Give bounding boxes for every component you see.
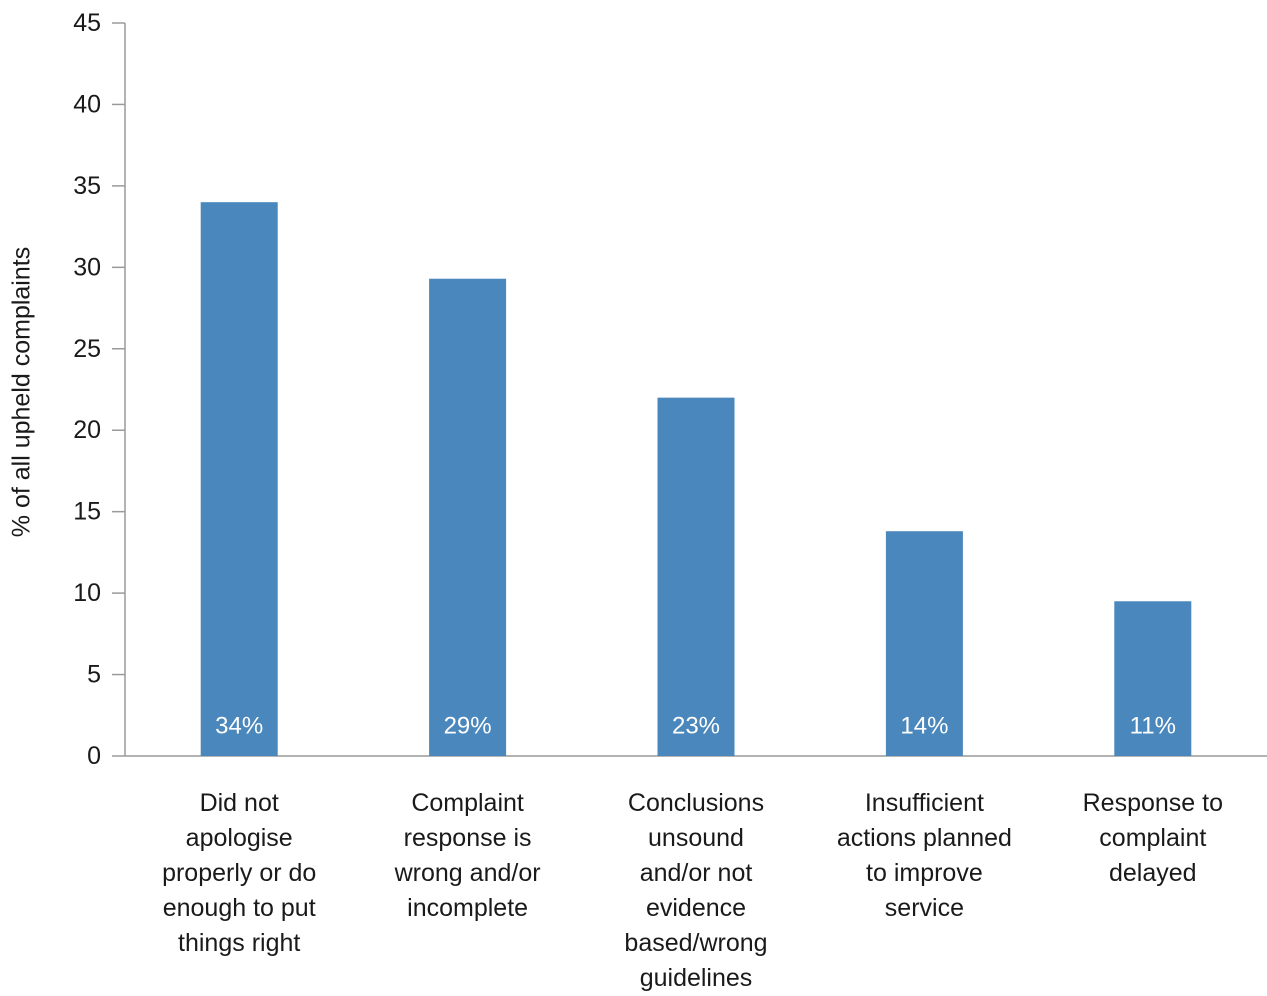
y-tick-label: 35	[73, 172, 101, 200]
x-category-label-line: and/or not	[639, 859, 753, 887]
bar	[885, 531, 963, 756]
bar	[429, 278, 507, 756]
x-category-label-line: service	[884, 894, 964, 922]
x-category-label-line: delayed	[1109, 859, 1197, 887]
x-category-label-line: Conclusions	[627, 789, 765, 817]
x-category-label: Complaint response is wrong and/or incomple…	[368, 786, 568, 926]
y-tick-label: 25	[73, 335, 101, 363]
x-category-label-line: complaint	[1099, 824, 1207, 852]
x-category-label-line: response is	[403, 824, 532, 852]
x-category-label-line: Complaint	[411, 789, 524, 817]
y-tick-label: 15	[73, 498, 101, 526]
x-category-label-line: based/wrong	[624, 929, 768, 957]
x-category-label-line: incomplete	[407, 894, 529, 922]
x-category-label: Response to complaint delayed	[1053, 786, 1253, 891]
x-category-label-line: apologise	[185, 824, 293, 852]
y-tick-label: 10	[73, 579, 101, 607]
x-category-label-line: properly or do	[162, 859, 317, 887]
x-category-label: Conclusions unsound and/or not evidence base…	[596, 786, 796, 996]
x-category-label-line: evidence	[645, 894, 747, 922]
x-category-label-line: actions planned	[836, 824, 1012, 852]
y-tick-label: 45	[73, 9, 101, 37]
y-tick-label: 30	[73, 253, 101, 281]
y-tick-label: 5	[87, 661, 101, 689]
y-tick-label: 0	[87, 742, 101, 770]
x-category-label-line: to improve	[866, 859, 983, 887]
y-tick-label: 40	[73, 90, 101, 118]
bar	[657, 397, 735, 756]
x-category-label-line: Response to	[1082, 789, 1223, 817]
x-category-label: Insufficient actions planned to improve ser…	[824, 786, 1024, 926]
x-category-label-line: enough to put	[162, 894, 316, 922]
x-category-label-line: unsound	[648, 824, 744, 852]
y-tick-label: 20	[73, 416, 101, 444]
bar-data-label: 23%	[672, 713, 720, 740]
bar-data-label: 34%	[215, 713, 263, 740]
x-category-label-line: Did not	[199, 789, 279, 817]
bar-data-label: 14%	[900, 713, 948, 740]
bar-data-label: 11%	[1130, 713, 1176, 740]
bar	[200, 202, 278, 756]
x-category-label: Did not apologise properly or do enough to …	[139, 786, 339, 961]
x-category-label-line: wrong and/or	[394, 859, 541, 887]
bar	[1114, 601, 1192, 756]
x-category-label-line: Insufficient	[864, 789, 984, 817]
x-category-label-line: things right	[178, 929, 301, 957]
x-category-label-line: guidelines	[639, 964, 753, 992]
bar-data-label: 29%	[444, 713, 492, 740]
